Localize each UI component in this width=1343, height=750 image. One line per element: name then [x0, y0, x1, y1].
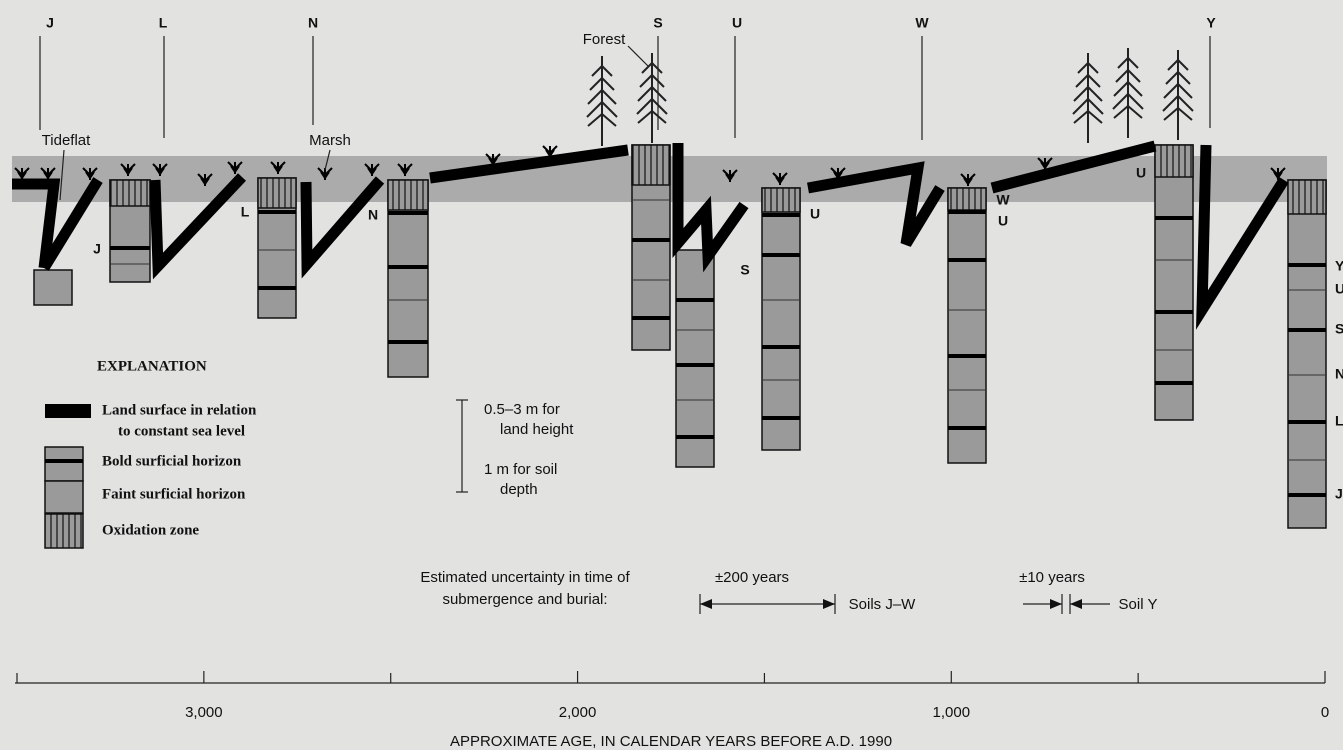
profile-label: S	[653, 15, 662, 31]
leader	[628, 46, 648, 66]
environment-label: Tideflat	[42, 132, 91, 149]
profile-label: U	[732, 15, 742, 31]
uncertainty-heading: Estimated uncertainty in time of	[420, 569, 630, 586]
scale-label: 1 m for soil	[484, 461, 557, 478]
soil-column	[1288, 180, 1326, 528]
column-label: N	[368, 207, 378, 223]
column-label: J	[93, 241, 101, 257]
uncertainty-heading: submergence and burial:	[442, 591, 607, 608]
tick-label: 3,000	[185, 704, 223, 721]
legend-label: Oxidation zone	[102, 522, 199, 538]
oxidation-zone	[762, 188, 800, 212]
column-label: Y	[1335, 258, 1343, 274]
axis-title: APPROXIMATE AGE, IN CALENDAR YEARS BEFOR…	[450, 733, 892, 750]
uncertainty-range: ±10 years	[1019, 569, 1085, 586]
environment-label: Forest	[583, 31, 626, 48]
tick-label: 2,000	[559, 704, 597, 721]
scale-bar: 0.5–3 m for land height 1 m for soil dep…	[456, 400, 574, 498]
tree	[587, 56, 617, 146]
column-label: U	[1136, 165, 1146, 181]
scale-label: depth	[500, 481, 538, 498]
age-axis: APPROXIMATE AGE, IN CALENDAR YEARS BEFOR…	[15, 671, 1329, 750]
legend-swatch	[45, 481, 83, 513]
scale-label: land height	[500, 421, 574, 438]
legend-swatch	[45, 514, 83, 548]
column-label: L	[1335, 413, 1343, 429]
soil-column	[34, 270, 72, 305]
soil-column	[762, 188, 800, 450]
uncertainty-range: ±200 years	[715, 569, 789, 586]
uncertainty: Estimated uncertainty in time of submerg…	[420, 569, 1157, 614]
tree	[637, 53, 667, 143]
column-label: J	[1335, 486, 1343, 502]
legend-swatch	[45, 447, 83, 481]
arrow-head	[1050, 599, 1082, 609]
explanation: EXPLANATION Land surface in relation to …	[45, 358, 257, 548]
profile-label: W	[915, 15, 929, 31]
legend-label: to constant sea level	[118, 423, 245, 439]
legend-label: Land surface in relation	[102, 402, 257, 418]
profile-label: L	[159, 15, 168, 31]
legend-swatch	[45, 404, 91, 418]
top-labels: J L N S U W Y Tideflat Marsh Forest	[42, 15, 1217, 149]
column-label: S	[1335, 321, 1343, 337]
column-label: N	[1335, 366, 1343, 382]
oxidation-zone	[110, 180, 150, 206]
column-label: U	[1335, 281, 1343, 297]
legend-title: EXPLANATION	[97, 358, 207, 374]
legend-label: Faint surficial horizon	[102, 486, 246, 502]
uncertainty-label: Soil Y	[1119, 596, 1158, 613]
profile-label: Y	[1206, 15, 1216, 31]
column-label: L	[241, 204, 250, 220]
oxidation-zone	[388, 180, 428, 210]
uncertainty-label: Soils J–W	[849, 596, 917, 613]
soil-column	[948, 188, 986, 463]
tree	[1163, 50, 1193, 140]
figure: J L N S U W Y Tideflat Marsh Forest J L …	[0, 0, 1343, 750]
column-label: W	[996, 192, 1010, 208]
profile-label: J	[46, 15, 54, 31]
legend-label: Bold surficial horizon	[102, 453, 242, 469]
oxidation-zone	[948, 188, 986, 210]
oxidation-zone	[632, 145, 670, 185]
soil-column	[1155, 145, 1193, 420]
oxidation-zone	[1288, 180, 1326, 214]
tree	[1073, 53, 1103, 143]
oxidation-zone	[258, 178, 296, 208]
environment-label: Marsh	[309, 132, 351, 149]
tick-label: 0	[1321, 704, 1329, 721]
column-label: U	[810, 206, 820, 222]
oxidation-zone	[1155, 145, 1193, 177]
tree	[1113, 48, 1143, 138]
column-label: S	[740, 262, 749, 278]
tick-label: 1,000	[933, 704, 971, 721]
profile-label: N	[308, 15, 318, 31]
column-label: U	[998, 213, 1008, 229]
soil-column	[676, 250, 714, 467]
land-surface	[808, 168, 940, 244]
scale-label: 0.5–3 m for	[484, 401, 560, 418]
